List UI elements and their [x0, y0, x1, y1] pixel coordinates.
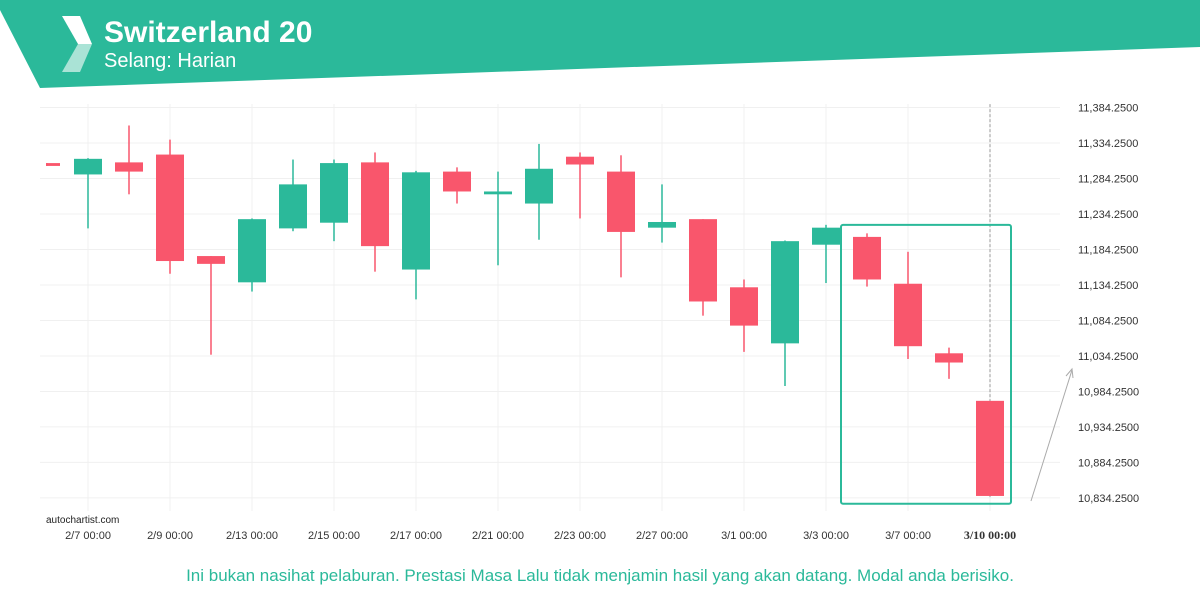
candle-body-up [279, 184, 307, 229]
candle-body-down [46, 163, 60, 166]
autochartist-logo-icon [62, 16, 92, 72]
x-tick-label: 3/1 00:00 [721, 530, 767, 542]
candle-body-up [525, 168, 553, 204]
candle-body-down [607, 171, 635, 232]
candle-wicks [46, 104, 991, 499]
candle-body-down [156, 154, 184, 262]
header-banner [0, 0, 1200, 88]
candle-body-up [484, 191, 512, 195]
candle-body-up [238, 219, 266, 283]
candle-body-up [812, 227, 840, 245]
y-tick-label: 10,984.2500 [1078, 386, 1139, 398]
candle-body-down [566, 156, 594, 165]
y-tick-label: 11,384.2500 [1078, 103, 1138, 115]
pattern-overlay [840, 223, 1074, 505]
candle-body-down [730, 287, 758, 326]
x-axis-ticks: 2/7 00:00 2/9 00:00 2/13 00:00 2/15 00:00 2/… [65, 528, 1016, 542]
forecast-arrowhead [1065, 367, 1074, 379]
candle-bodies [46, 154, 1004, 496]
x-tick-label: 2/23 00:00 [554, 530, 606, 542]
disclaimer-text: Ini bukan nasihat pelaburan. Prestasi Ma… [186, 566, 1014, 585]
y-tick-label: 11,284.2500 [1078, 174, 1138, 186]
header-banner-shape [0, 0, 1200, 88]
source-credit: autochartist.com [46, 515, 120, 526]
candle-body-down [689, 219, 717, 302]
y-tick-label: 11,334.2500 [1078, 138, 1138, 150]
candle-body-up [320, 163, 348, 223]
y-tick-label: 10,884.2500 [1078, 457, 1139, 469]
x-tick-label: 2/17 00:00 [390, 530, 442, 542]
y-tick-label: 10,834.2500 [1078, 493, 1139, 505]
x-tick-label: 2/15 00:00 [308, 530, 360, 542]
x-tick-label: 3/7 00:00 [885, 530, 931, 542]
candle-body-down [935, 353, 963, 363]
candle-body-down [115, 162, 143, 172]
y-tick-label: 11,134.2500 [1078, 280, 1138, 292]
candle-body-up [402, 172, 430, 270]
x-tick-label: 2/9 00:00 [147, 530, 193, 542]
chart-title: Switzerland 20 [104, 16, 313, 49]
y-tick-label: 11,234.2500 [1078, 209, 1138, 221]
pattern-highlight-box [840, 223, 1012, 505]
y-tick-label: 11,184.2500 [1078, 244, 1138, 256]
candle-body-down [361, 162, 389, 247]
x-tick-label: 2/21 00:00 [472, 530, 524, 542]
candle-body-down [853, 236, 881, 280]
candle-body-up [74, 158, 102, 175]
candle-body-down [894, 283, 922, 347]
chart-subtitle: Selang: Harian [104, 50, 237, 72]
chart-grid [40, 104, 1060, 511]
y-tick-label: 11,034.2500 [1078, 351, 1138, 363]
candle-body-down [976, 400, 1004, 496]
candle-body-down [443, 171, 471, 192]
forecast-arrow [1030, 369, 1073, 502]
y-tick-label: 10,934.2500 [1078, 422, 1139, 434]
x-tick-label: 3/3 00:00 [803, 530, 849, 542]
candle-body-down [197, 256, 225, 264]
y-axis-ticks: 11,384.2500 11,334.2500 11,284.2500 11,234.… [1078, 103, 1139, 505]
x-tick-label: 2/7 00:00 [65, 530, 111, 542]
x-tick-label: 3/10 00:00 [964, 528, 1016, 542]
x-tick-label: 2/27 00:00 [636, 530, 688, 542]
y-tick-label: 11,084.2500 [1078, 315, 1138, 327]
x-tick-label: 2/13 00:00 [226, 530, 278, 542]
candle-body-up [648, 221, 676, 228]
candle-body-up [771, 241, 799, 344]
